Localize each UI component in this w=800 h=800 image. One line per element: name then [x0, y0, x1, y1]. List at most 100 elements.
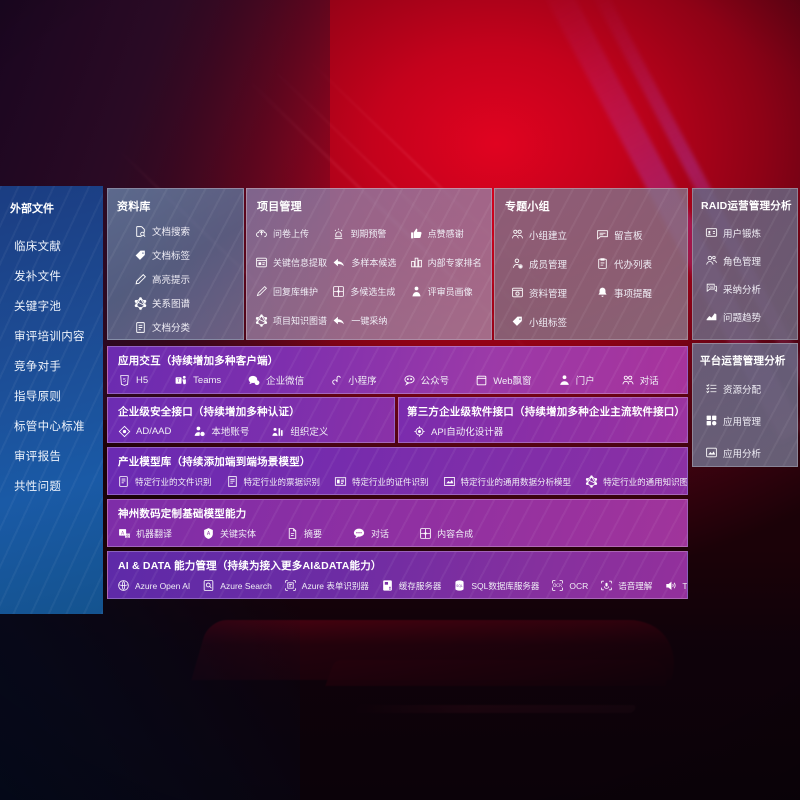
tag-icon: [134, 249, 147, 262]
raid-item-adoption-analysis[interactable]: QA 采纳分析: [705, 277, 797, 300]
ai-item-ocr[interactable]: OCR OCR: [551, 579, 588, 592]
app-item-label: Teams: [193, 374, 222, 386]
project-item-questionnaire-upload[interactable]: 问卷上传: [255, 221, 332, 246]
app-item-official-account[interactable]: 公众号: [403, 373, 449, 387]
industry-item-data-analysis[interactable]: 特定行业的通用数据分析模型: [443, 475, 571, 488]
project-item-expiry-alert[interactable]: 到期预警: [332, 221, 409, 246]
base-item-summary[interactable]: 摘要: [286, 527, 322, 540]
wecom-icon: [247, 374, 261, 387]
chat-icon: [621, 374, 635, 387]
thirdparty-item-api-designer[interactable]: API自动化设计器: [413, 424, 503, 438]
project-item-label: 到期预警: [350, 229, 387, 239]
panel-raid-analysis: RAID运营管理分析 用户锻炼 角色管理 QA 采纳分析 问题趋势: [692, 188, 798, 340]
project-item-multi-candidate-gen[interactable]: 多候选生成: [332, 279, 409, 304]
app-item-wecom[interactable]: 企业微信: [247, 373, 304, 387]
sidebar-item-competitors[interactable]: 竞争对手: [14, 361, 62, 373]
raid-item-role-management[interactable]: 角色管理: [705, 249, 797, 272]
project-item-thanks[interactable]: 点赞感谢: [410, 221, 487, 246]
project-item-reviewer-portrait[interactable]: 评审员画像: [410, 279, 487, 304]
sidebar-item-common-issues[interactable]: 共性问题: [14, 481, 62, 493]
group-item-create[interactable]: 小组建立: [511, 222, 596, 247]
project-item-label: 多候选生成: [350, 287, 396, 297]
industry-item-knowledge-graph[interactable]: 特定行业的通用知识图谱模型: [585, 475, 687, 488]
security-item-org-define[interactable]: 组织定义: [271, 424, 328, 438]
security-item-local-account[interactable]: 本地账号: [193, 424, 249, 438]
sidebar-item-review-report[interactable]: 审评报告: [14, 451, 62, 463]
svg-text:A: A: [121, 530, 124, 536]
project-item-label: 评审员画像: [427, 287, 473, 297]
platform-item-app-analysis[interactable]: 应用分析: [705, 441, 797, 464]
app-item-h5[interactable]: 5 H5: [118, 374, 148, 387]
app-item-web-popup[interactable]: Web飘窗: [475, 373, 532, 387]
ai-item-form-recognizer[interactable]: Azure 表单识别器: [284, 579, 369, 592]
library-item-label: 文档分类: [152, 323, 191, 334]
project-item-expert-ranking[interactable]: 内部专家排名: [410, 250, 487, 275]
app-item-miniprogram[interactable]: 小程序: [330, 373, 377, 387]
base-item-content-synthesis[interactable]: 内容合成: [419, 527, 473, 540]
apps-grid-icon: [705, 414, 718, 427]
ocr-icon: OCR: [551, 579, 564, 592]
security-item-label: 组织定义: [290, 427, 329, 438]
industry-item-file-recognition[interactable]: 特定行业的文件识别: [117, 475, 212, 488]
sidebar-item-supplement-files[interactable]: 发补文件: [14, 271, 62, 283]
reply-arrow-icon: [332, 314, 346, 327]
sidebar-item-review-training[interactable]: 审评培训内容: [14, 331, 85, 343]
library-item-doc-tag[interactable]: 文档标签: [134, 244, 243, 266]
archive-box-icon: [511, 286, 524, 299]
project-item-one-click-adopt[interactable]: 一键采纳: [332, 308, 409, 333]
platform-item-resource-allocation[interactable]: 资源分配: [705, 377, 797, 400]
group-item-member-management[interactable]: 成员管理: [511, 251, 596, 276]
web-window-icon: [475, 374, 488, 387]
entity-badge-icon: A: [202, 527, 215, 540]
library-item-label: 关系图谱: [152, 299, 191, 310]
raid-item-user-training[interactable]: 用户锻炼: [705, 221, 797, 244]
project-item-key-info-extract[interactable]: 关键信息提取: [255, 250, 332, 275]
project-item-multi-sample-candidates[interactable]: 多样本候选: [332, 250, 409, 275]
base-item-dialogue[interactable]: 对话: [352, 527, 389, 540]
h5-icon: 5: [118, 374, 131, 387]
group-item-message-board[interactable]: 留言板: [596, 222, 681, 247]
ai-item-sql-server[interactable]: SQL SQL数据库服务器: [453, 579, 539, 592]
library-item-label: 文档标签: [152, 251, 191, 262]
ai-item-label: Azure Search: [220, 580, 272, 591]
sidebar-item-keyword-pool[interactable]: 关键字池: [14, 301, 62, 313]
thumbs-up-icon: [410, 227, 423, 240]
platform-item-app-management[interactable]: 应用管理: [705, 409, 797, 432]
security-item-ad-aad[interactable]: AD/AAD: [118, 425, 171, 438]
app-item-chat[interactable]: 对话: [621, 373, 659, 387]
svg-text:文: 文: [126, 533, 130, 538]
app-item-label: 对话: [639, 376, 659, 387]
app-item-label: H5: [136, 374, 149, 386]
library-item-relation-graph[interactable]: 关系图谱: [134, 292, 243, 314]
local-account-icon: [193, 425, 206, 438]
group-item-todo-list[interactable]: 代办列表: [596, 251, 681, 276]
sidebar-item-guidelines[interactable]: 指导原则: [14, 391, 62, 403]
extract-window-icon: [255, 256, 268, 269]
ai-item-azure-openai[interactable]: Azure Open AI: [117, 579, 190, 592]
ai-item-cache-server[interactable]: 缓存服务器: [381, 579, 441, 592]
industry-item-receipt-recognition[interactable]: 特定行业的票据识别: [226, 475, 320, 488]
app-item-teams[interactable]: T Teams: [174, 374, 221, 387]
sidebar-item-standards-center[interactable]: 标管中心标准: [14, 421, 85, 433]
library-item-highlight[interactable]: 高亮提示: [134, 268, 243, 290]
ai-item-speech-understanding[interactable]: 语音理解: [600, 579, 652, 592]
group-item-tags[interactable]: 小组标签: [511, 309, 596, 334]
sidebar-item-clinical-literature[interactable]: 临床文献: [14, 241, 62, 253]
ranking-bar-icon: [410, 256, 423, 269]
library-item-doc-classify[interactable]: 文档分类: [134, 316, 243, 338]
project-item-reply-library[interactable]: 回复库维护: [255, 279, 332, 304]
group-item-material-management[interactable]: 资料管理: [511, 280, 596, 305]
raid-item-issue-trends[interactable]: 问题趋势: [705, 305, 797, 328]
official-account-icon: [403, 374, 416, 387]
library-item-doc-search[interactable]: 文档搜索: [134, 220, 243, 242]
industry-item-id-recognition[interactable]: 特定行业的证件识别: [334, 475, 429, 488]
ai-item-label: Azure Open AI: [135, 580, 191, 591]
app-item-portal[interactable]: 门户: [558, 373, 595, 387]
project-item-knowledge-graph[interactable]: 项目知识图谱: [255, 308, 332, 333]
ai-item-tts[interactable]: TTS: [664, 579, 687, 592]
base-item-key-entity[interactable]: A 关键实体: [202, 527, 256, 540]
group-item-reminder[interactable]: 事项提醒: [596, 280, 681, 305]
ai-item-azure-search[interactable]: Azure Search: [202, 579, 272, 592]
cache-server-icon: [381, 579, 394, 592]
